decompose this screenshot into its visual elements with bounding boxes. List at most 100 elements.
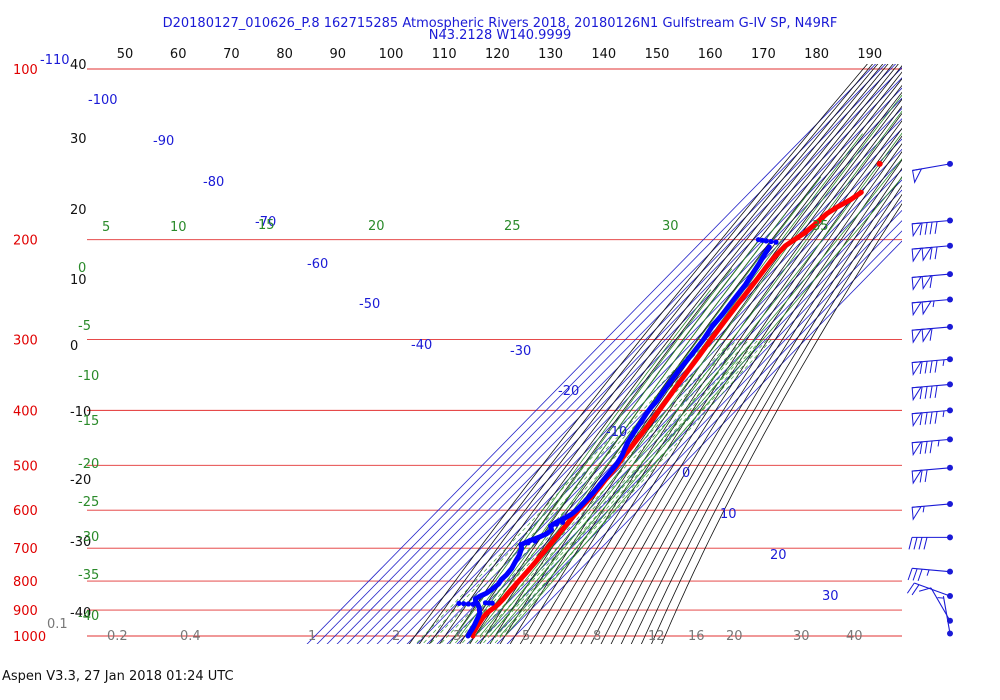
dry-adiabat-160 [620, 167, 902, 644]
top-temp-label: 160 [698, 47, 723, 62]
wind-barb-full [929, 385, 933, 399]
wind-barb-full [913, 537, 918, 550]
mixing-ratio-left-label: -20 [78, 457, 99, 472]
isotherm-label: 20 [770, 548, 787, 563]
mixing-ratio-left-label: -15 [78, 414, 99, 429]
dry-adiabat-180 [640, 184, 902, 644]
wind-barb-pennant [911, 247, 923, 263]
wind-barb-full [918, 587, 932, 592]
top-temp-label: 170 [751, 47, 776, 62]
isotherm-50 [506, 240, 902, 644]
dewpoint-dot-0 [465, 601, 471, 607]
wind-barb-half [942, 359, 945, 366]
left-temp-label: 40 [70, 58, 87, 73]
isotherm--70 [386, 118, 902, 644]
dewpoint-trace [465, 244, 772, 639]
top-temp-label: 140 [591, 47, 616, 62]
isotherm--140 [316, 64, 887, 644]
mixing-ratio-left-label: -10 [78, 369, 99, 384]
mixing-ratio-bottom-label: 0.4 [180, 629, 201, 644]
wind-barb [911, 296, 953, 317]
pressure-label-500: 500 [13, 459, 38, 474]
dry-adiabat-190 [651, 193, 902, 644]
dewpoint-dot-3 [559, 519, 566, 525]
dewpoint-dot-2 [518, 542, 524, 548]
pressure-label-600: 600 [13, 504, 38, 519]
wind-barb [911, 356, 953, 377]
wind-barb-half [942, 410, 945, 418]
chart-subtitle-location: N43.2128 W140.9999 [429, 28, 572, 43]
wind-barb-pennant [911, 469, 923, 485]
wind-barb [911, 436, 953, 457]
dry-adiabat--20 [439, 64, 884, 644]
wind-barb-pennant [911, 301, 923, 317]
pressure-label-300: 300 [13, 334, 38, 349]
wind-barb-full [917, 569, 923, 582]
chart-labels: D20180127_010626_P.8 162715285 Atmospher… [13, 16, 882, 645]
isotherm-label: -70 [255, 215, 276, 230]
isotherm-label: 10 [720, 507, 737, 522]
isotherm-label: 30 [822, 589, 839, 604]
wind-barb-pennant [911, 361, 923, 377]
dewpoint-dot-0 [461, 601, 467, 607]
wind-barb-full [919, 412, 923, 426]
moist-adiabat--10 [454, 289, 712, 637]
mixing-ratio-bottom-label: 8 [593, 629, 601, 644]
moist-adiabat-label: 5 [102, 220, 110, 235]
wind-barb-pennant [911, 386, 923, 402]
pressure-label-700: 700 [13, 542, 38, 557]
wind-barb [908, 534, 953, 550]
pressure-label-400: 400 [13, 404, 38, 419]
moist-adiabat-5 [469, 213, 786, 637]
wind-barb-full [929, 440, 933, 454]
wind-barb-pennant [911, 505, 923, 521]
wind-barb-pennant [921, 300, 933, 316]
wind-barb-full [924, 361, 928, 374]
wind-barb-full [924, 441, 928, 454]
dry-adiabat-130 [590, 143, 902, 644]
top-temp-label: 90 [330, 47, 347, 62]
isotherm-0 [456, 189, 902, 644]
isotherm-30 [486, 220, 902, 644]
wind-barb-pennant [911, 441, 923, 457]
mixing-ratio-bottom-label: 0.1 [47, 617, 68, 632]
mixing-ratio-bottom-label: 3 [453, 629, 461, 644]
wind-barb-pennant [921, 327, 933, 343]
wind-barb [918, 587, 953, 624]
dry-adiabat-170 [630, 176, 902, 644]
mixing-ratio-bottom-label: 20 [726, 629, 743, 644]
wind-barb-full [912, 568, 918, 581]
wind-barb-full [924, 222, 928, 235]
dry-adiabat-100 [560, 120, 902, 644]
mixing-ratio-bottom-label: 40 [846, 629, 863, 644]
moist-adiabat-label: 25 [504, 219, 521, 234]
wind-barb [911, 407, 953, 428]
mixing-ratio-left-label: -25 [78, 495, 99, 510]
top-temp-label: 80 [276, 47, 293, 62]
wind-barb-full [929, 275, 933, 288]
wind-barb [911, 381, 953, 402]
pressure-label-900: 900 [13, 604, 38, 619]
isotherm--10 [446, 179, 902, 644]
wind-barb-half [922, 506, 925, 513]
isotherm--60 [396, 128, 902, 644]
top-temp-label: 60 [170, 47, 187, 62]
wind-barb-full [919, 222, 923, 236]
moist-adiabat-label: 35 [812, 219, 829, 234]
isotherm--40 [416, 148, 902, 644]
wind-barb-half [932, 300, 935, 308]
dry-adiabat-120 [580, 135, 902, 644]
wind-barb-full [906, 582, 915, 594]
top-temp-label: 150 [645, 47, 670, 62]
isotherm-label: -90 [153, 134, 174, 149]
wind-barb-full [918, 537, 923, 550]
dry-adiabat-150 [610, 159, 902, 644]
pressure-label-1000: 1000 [13, 630, 46, 645]
wind-barb-full [919, 470, 923, 483]
wind-barb-full [929, 411, 933, 425]
mixing-ratio-bottom-label: 2 [392, 629, 400, 644]
mixing-ratio-left-label: -30 [78, 530, 99, 545]
temperature-point-0 [876, 160, 883, 167]
isotherm-10 [466, 199, 902, 644]
isotherm-label: -100 [88, 93, 118, 108]
